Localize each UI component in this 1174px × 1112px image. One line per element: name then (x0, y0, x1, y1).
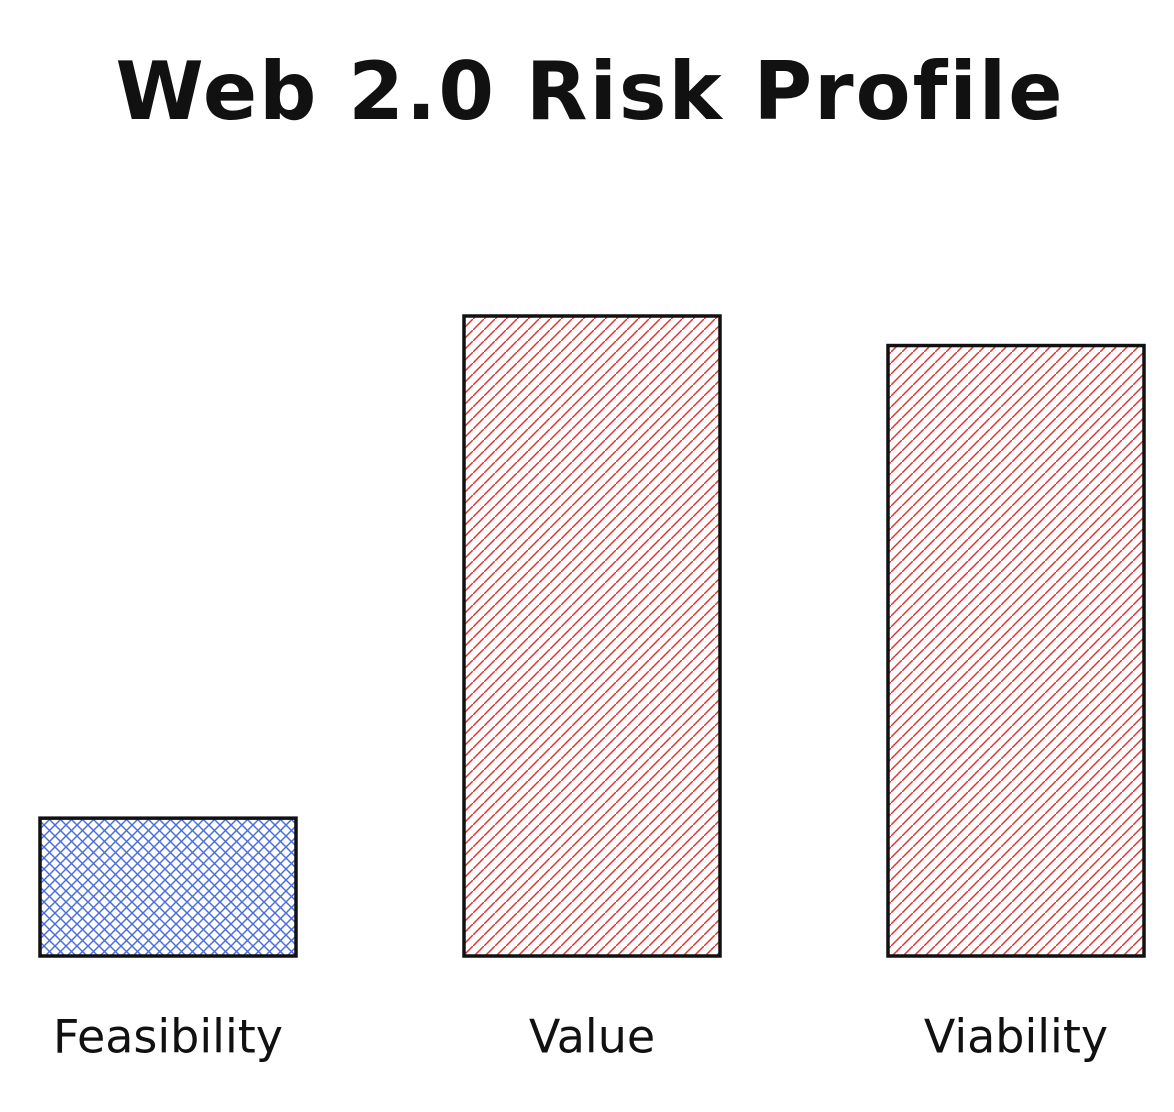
x-tick-label: Value (529, 1010, 655, 1064)
chart-title: Web 2.0 Risk Profile (116, 45, 1065, 138)
bar (886, 343, 1146, 958)
bar (462, 314, 722, 958)
x-tick-label: Viability (924, 1010, 1108, 1064)
bar (38, 816, 298, 958)
x-tick-label: Feasibility (53, 1010, 283, 1064)
